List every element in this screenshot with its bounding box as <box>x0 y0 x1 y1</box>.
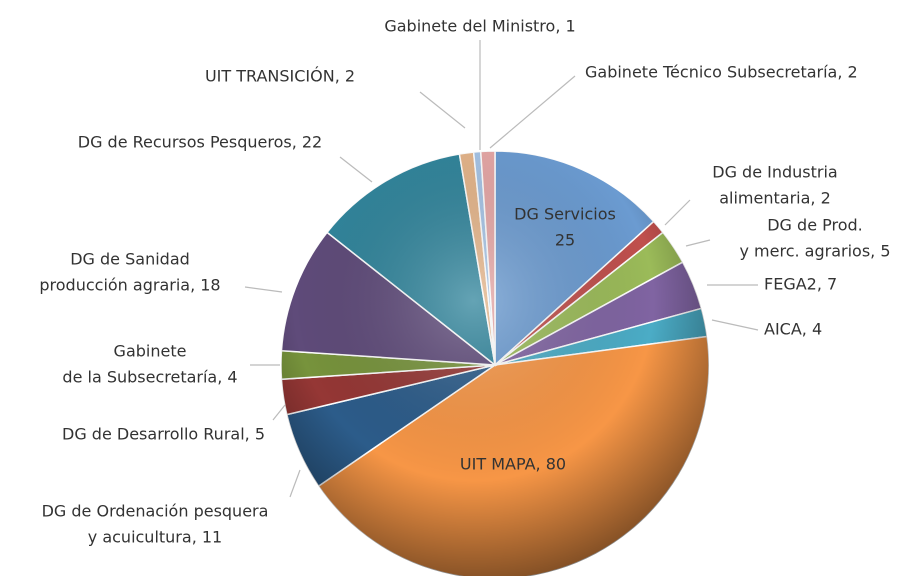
slice-label: Gabinete del Ministro, 1 <box>384 17 575 36</box>
slice-label: FEGA2, 7 <box>764 275 837 294</box>
slice-label: alimentaria, 2 <box>719 189 831 208</box>
slice-label: UIT TRANSICIÓN, 2 <box>205 67 355 86</box>
slice-label: DG de Desarrollo Rural, 5 <box>62 425 265 444</box>
leader-line <box>685 239 711 247</box>
leader-line <box>419 91 466 129</box>
slice-label: Gabinete Técnico Subsecretaría, 2 <box>585 63 858 82</box>
leader-line <box>489 75 576 149</box>
leader-line <box>664 199 691 226</box>
slice-label: y acuicultura, 11 <box>88 528 222 547</box>
slice-label: AICA, 4 <box>764 320 822 339</box>
slice-label: y merc. agrarios, 5 <box>739 242 890 261</box>
slice-label: DG Servicios <box>514 205 616 224</box>
slice-label: DG de Ordenación pesquera <box>42 502 269 521</box>
leader-line <box>339 156 373 183</box>
slice-label: DG de Recursos Pesqueros, 22 <box>78 133 322 152</box>
slice-label: DG de Prod. <box>767 216 863 235</box>
slice-label: 25 <box>555 231 575 250</box>
slice-label: producción agraria, 18 <box>39 276 220 295</box>
slice-label: de la Subsecretaría, 4 <box>62 368 237 387</box>
leader-line <box>244 286 283 293</box>
leader-line <box>711 319 759 331</box>
leader-line <box>289 469 301 498</box>
slice-label: Gabinete <box>114 342 187 361</box>
slice-label: DG de Sanidad <box>70 250 190 269</box>
leader-line <box>272 404 286 421</box>
labels: DG Servicios 25 DG de Industria alimentaria… <box>39 17 890 547</box>
slice-label: UIT MAPA, 80 <box>460 455 566 474</box>
pie <box>280 150 710 576</box>
slice-label: DG de Industria <box>712 163 837 182</box>
